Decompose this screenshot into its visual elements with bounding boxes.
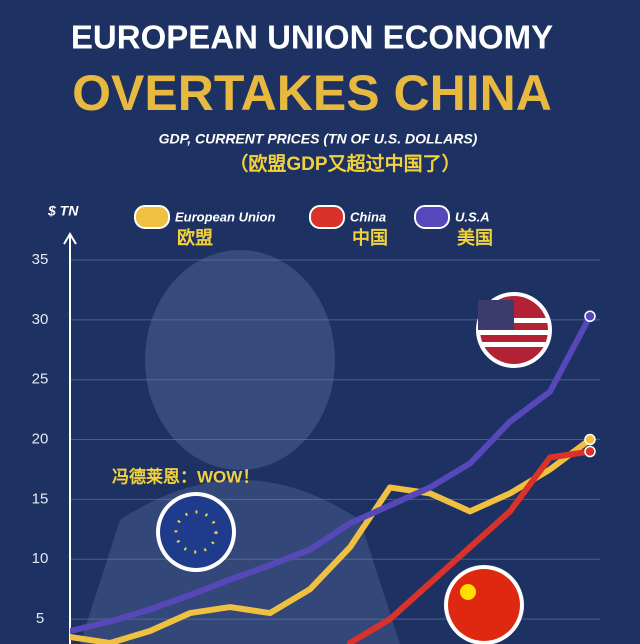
flag-eu [156, 492, 236, 572]
legend-label: U.S.A [455, 209, 490, 224]
legend-swatch [414, 205, 450, 229]
y-tick-label: 15 [32, 490, 49, 507]
legend-label-cn: 欧盟 [177, 227, 213, 248]
legend-label: European Union [175, 209, 275, 224]
legend-label-cn: 中国 [352, 227, 388, 248]
end-point [584, 310, 596, 323]
legend-label-cn: 美国 [457, 227, 493, 248]
y-tick-label: 5 [36, 610, 44, 627]
y-axis-label: $ TN [47, 203, 79, 219]
legend-label: China [350, 209, 386, 224]
end-point [584, 445, 596, 458]
headline: OVERTAKES CHINA [72, 65, 552, 121]
series-line [70, 313, 593, 635]
chart-title: EUROPEAN UNION ECONOMY [71, 19, 553, 56]
y-tick-label: 30 [32, 311, 49, 328]
y-tick-label: 20 [32, 431, 49, 448]
portrait [145, 250, 335, 470]
legend-swatch [309, 205, 345, 229]
flag-usa [476, 292, 552, 368]
y-tick-label: 35 [32, 251, 49, 268]
series-line [70, 436, 593, 644]
end-point [584, 433, 596, 446]
subtitle: GDP, CURRENT PRICES (TN OF U.S. DOLLARS) [159, 131, 478, 147]
flag-china [444, 565, 524, 644]
subtitle-cn: （欧盟GDP又超过中国了） [229, 152, 460, 175]
annotation: 冯德莱恩：WOW！ [112, 466, 259, 486]
y-tick-label: 25 [32, 371, 49, 388]
y-tick-label: 10 [32, 550, 49, 567]
y-axis-arrow [63, 232, 77, 245]
series-line [347, 448, 593, 644]
legend-swatch [134, 205, 170, 229]
